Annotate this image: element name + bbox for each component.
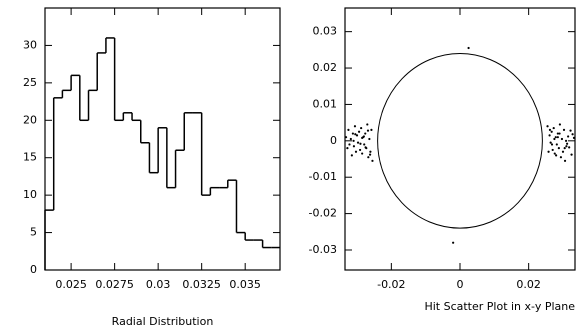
hit-point <box>560 137 564 141</box>
y-tick-label: -0.02 <box>309 207 337 220</box>
hit-point <box>570 153 573 156</box>
hit-point <box>563 159 567 162</box>
hit-point <box>350 154 353 157</box>
hit-point <box>347 128 350 132</box>
hit-point <box>559 156 563 159</box>
hit-point <box>550 130 553 133</box>
hit-point <box>368 137 371 141</box>
hit-point <box>352 145 356 148</box>
x-tick-label: 0 <box>457 278 464 291</box>
hit-point <box>354 133 357 136</box>
x-axis-title: Radial Distribution <box>112 315 214 328</box>
hit-point <box>351 132 354 135</box>
hit-point <box>548 134 551 137</box>
hit-point <box>567 135 570 138</box>
hit-point <box>556 132 559 135</box>
hit-point <box>564 139 568 142</box>
y-tick-label: 0.01 <box>313 97 338 110</box>
hit-point <box>562 128 566 132</box>
hit-point <box>546 125 549 128</box>
hit-point <box>362 135 365 138</box>
x-tick-label: -0.02 <box>377 278 405 291</box>
plot-frame <box>344 7 576 271</box>
y-tick-label: 25 <box>23 76 37 89</box>
y-tick-label: 5 <box>30 226 37 239</box>
hit-point <box>569 129 572 132</box>
hit-point <box>361 152 364 155</box>
hit-point <box>550 143 554 146</box>
hit-point <box>354 150 358 153</box>
hit-point <box>359 142 362 145</box>
hit-point <box>366 123 369 126</box>
hit-point <box>572 136 576 140</box>
hit-point <box>555 143 558 146</box>
hit-point <box>346 146 349 150</box>
reference-circle <box>377 52 543 229</box>
hit-point <box>369 150 372 153</box>
hit-point <box>555 154 558 157</box>
hit-point <box>566 142 569 145</box>
hit-point <box>364 146 367 149</box>
hit-point <box>551 148 554 152</box>
y-tick-label: -0.03 <box>309 243 337 256</box>
hit-point <box>549 141 552 144</box>
hit-point <box>361 136 364 140</box>
y-tick-label: 0 <box>330 134 337 147</box>
hit-point <box>565 145 568 148</box>
x-tick-label: 0.035 <box>229 278 261 291</box>
hit-point <box>359 148 362 152</box>
hit-point <box>349 137 352 141</box>
hit-point <box>356 141 360 144</box>
hit-point <box>548 128 552 132</box>
x-tick-label: 0.0275 <box>95 278 134 291</box>
hit-point <box>353 125 357 128</box>
hit-point <box>561 150 565 153</box>
hit-point <box>368 153 372 156</box>
hit-point <box>557 146 560 150</box>
hit-point <box>556 136 559 139</box>
hit-point <box>348 143 351 146</box>
hit-point <box>553 137 556 141</box>
y-tick-label: 20 <box>23 113 37 126</box>
plot-frame <box>44 7 281 271</box>
hit-point <box>571 133 574 136</box>
hit-point <box>360 126 363 130</box>
x-tick-label: 0.0325 <box>182 278 221 291</box>
y-tick-label: 15 <box>23 151 37 164</box>
y-tick-label: 0.02 <box>313 61 338 74</box>
hit-point <box>547 150 550 153</box>
hit-point <box>558 123 561 126</box>
hit-point <box>558 132 561 135</box>
hit-point <box>355 134 359 137</box>
hit-point <box>467 46 470 50</box>
x-tick-label: 0.025 <box>55 278 87 291</box>
hit-point <box>371 159 374 162</box>
hit-point <box>364 132 367 135</box>
y-tick-label: 10 <box>23 188 37 201</box>
hit-point <box>344 136 348 139</box>
hit-point <box>370 128 373 132</box>
y-tick-label: 0.03 <box>313 25 338 38</box>
hit-point <box>366 129 370 132</box>
x-tick-label: 0.02 <box>516 278 541 291</box>
y-tick-label: 0 <box>30 263 37 276</box>
x-axis-title: Hit Scatter Plot in x-y Plane <box>424 300 575 313</box>
hit-point <box>563 146 566 150</box>
hit-point <box>553 152 556 155</box>
hit-point <box>568 146 571 149</box>
y-tick-label: -0.01 <box>309 170 337 183</box>
hit-point <box>367 156 370 159</box>
hit-point <box>452 241 455 244</box>
hit-point <box>352 139 355 142</box>
hit-point <box>363 143 366 146</box>
x-tick-label: 0.03 <box>146 278 171 291</box>
hit-point <box>552 126 555 130</box>
hit-point <box>554 136 557 139</box>
hit-point <box>357 130 361 133</box>
y-tick-label: 30 <box>23 38 37 51</box>
